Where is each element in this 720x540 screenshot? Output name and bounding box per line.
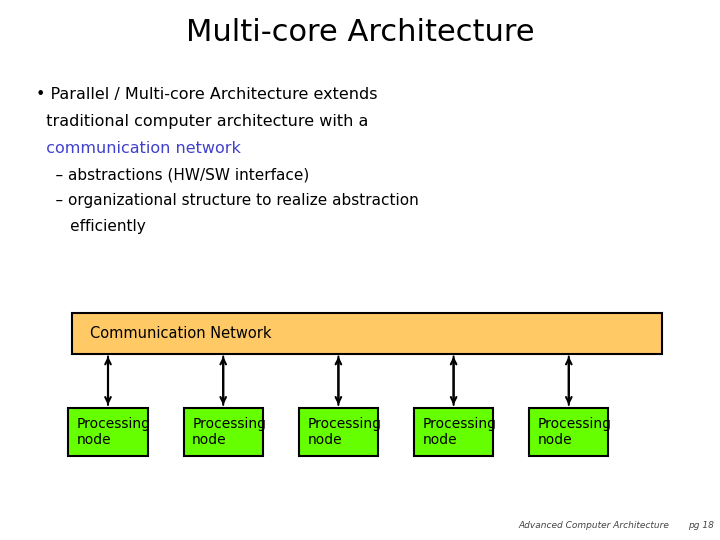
Bar <box>72 313 662 354</box>
Text: Processing
node: Processing node <box>307 417 382 447</box>
Bar <box>68 408 148 456</box>
Text: – abstractions (HW/SW interface): – abstractions (HW/SW interface) <box>36 168 310 183</box>
Text: Processing
node: Processing node <box>538 417 612 447</box>
Text: • Parallel / Multi-core Architecture extends: • Parallel / Multi-core Architecture ext… <box>36 87 377 102</box>
Text: Advanced Computer Architecture: Advanced Computer Architecture <box>518 521 670 530</box>
Bar <box>529 408 608 456</box>
Text: efficiently: efficiently <box>36 219 145 234</box>
Text: Communication Network: Communication Network <box>90 326 271 341</box>
Text: traditional computer architecture with a: traditional computer architecture with a <box>36 114 369 129</box>
Text: communication network: communication network <box>36 141 241 156</box>
Bar <box>184 408 263 456</box>
Bar <box>299 408 378 456</box>
Text: Processing
node: Processing node <box>77 417 151 447</box>
Bar <box>414 408 493 456</box>
Text: Processing
node: Processing node <box>423 417 497 447</box>
Text: pg 18: pg 18 <box>688 521 714 530</box>
Text: Processing
node: Processing node <box>192 417 266 447</box>
Text: – organizational structure to realize abstraction: – organizational structure to realize ab… <box>36 193 419 208</box>
Text: Multi-core Architecture: Multi-core Architecture <box>186 18 534 47</box>
